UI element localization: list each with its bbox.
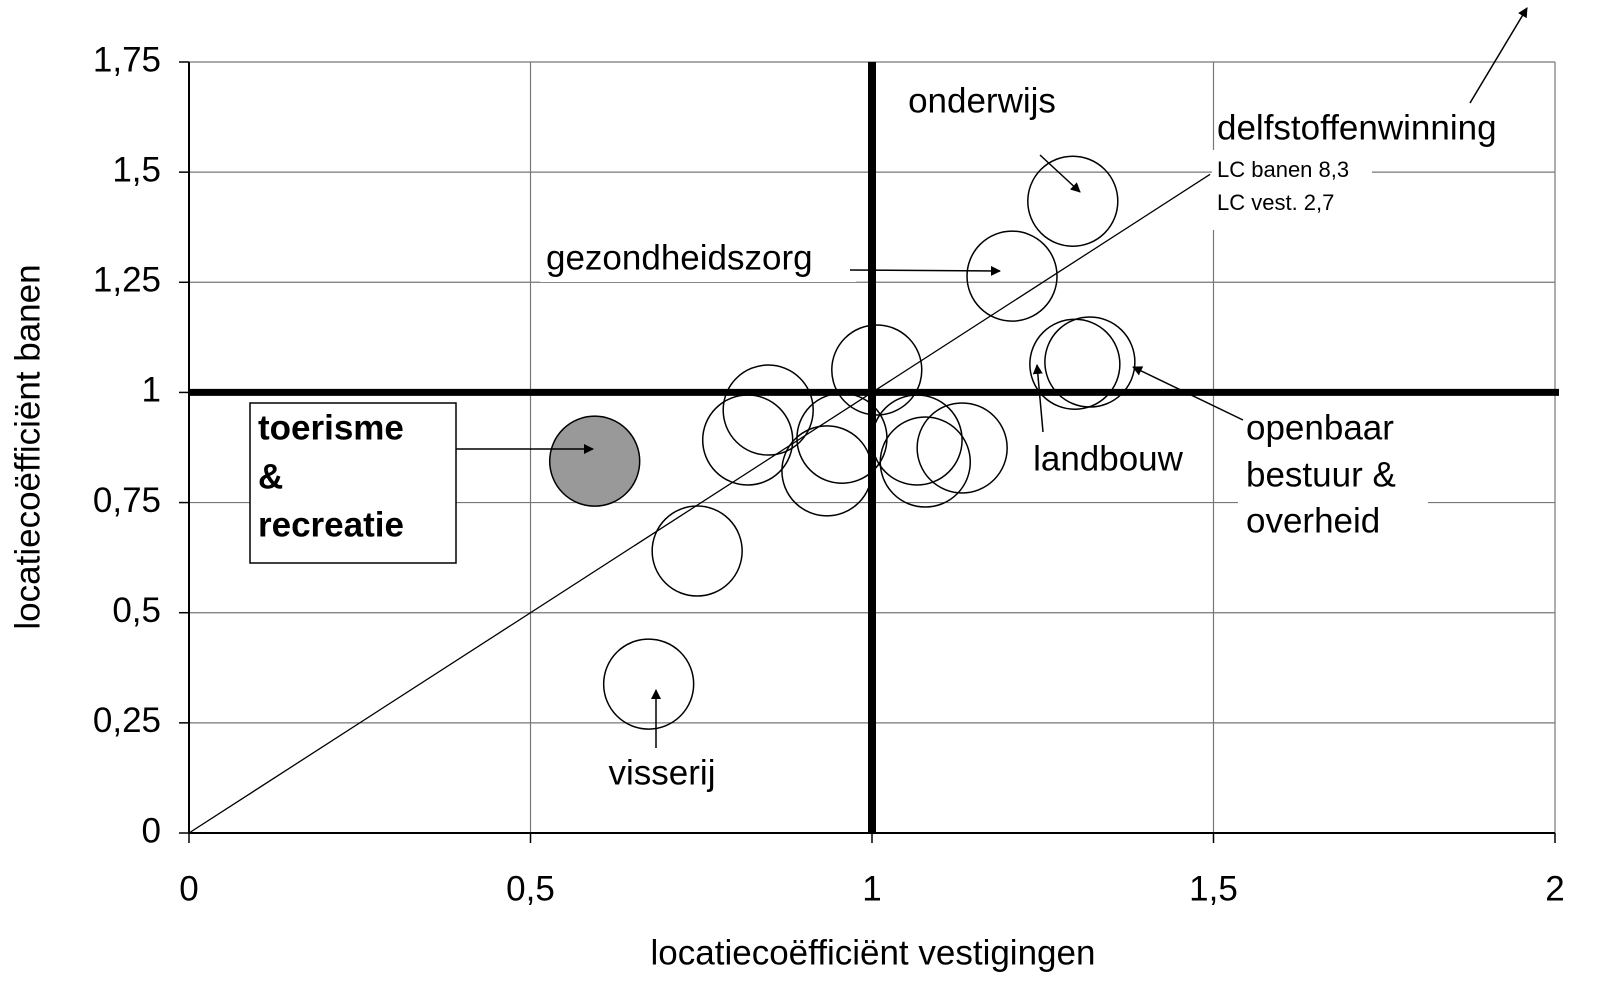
y-tick-label: 0,25: [93, 701, 161, 740]
annotation: toerisme: [258, 408, 404, 447]
x-tick-label: 0: [179, 869, 198, 908]
label-backdrop: [1238, 405, 1428, 545]
label-backdrop: [1212, 150, 1372, 230]
y-axis-title: locatiecoëfficiënt banen: [8, 264, 47, 629]
bubble: [916, 402, 1008, 494]
y-tick-label: 1,5: [112, 150, 161, 189]
y-tick-label: 0: [142, 811, 161, 850]
bubble: [871, 394, 963, 486]
annotation: delfstoffenwinning: [1217, 108, 1497, 147]
bubble: [651, 505, 743, 597]
bubble: [1044, 316, 1136, 408]
annotation: bestuur &: [1246, 455, 1396, 494]
y-tick-label: 0,75: [93, 481, 161, 520]
annotation: overheid: [1246, 501, 1380, 540]
annotation: openbaar: [1246, 408, 1394, 447]
arrow: [1132, 366, 1244, 421]
x-tick-label: 1,5: [1189, 869, 1238, 908]
points: [548, 155, 1136, 730]
y-tick-label: 1,75: [93, 40, 161, 79]
diagonal-line: [188, 173, 1211, 834]
x-axis-title: locatiecoëfficiënt vestigingen: [651, 933, 1096, 972]
bubble: [548, 415, 641, 507]
annotation: LC vest. 2,7: [1217, 190, 1334, 215]
bubble: [781, 425, 873, 517]
bubble: [879, 416, 972, 508]
arrow: [849, 265, 1001, 276]
annotation: onderwijs: [908, 81, 1056, 120]
label-backdrop: [540, 240, 856, 282]
label-box: [249, 402, 457, 564]
arrow: [1469, 7, 1528, 104]
annotation: gezondheidszorg: [546, 238, 813, 277]
annotation: LC banen 8,3: [1217, 157, 1349, 182]
annotation: landbouw: [1033, 439, 1184, 478]
x-tick-label: 2: [1545, 869, 1564, 908]
bubble: [701, 394, 794, 486]
x-tick-label: 1: [862, 869, 881, 908]
arrow: [1039, 154, 1081, 193]
bubble: [966, 230, 1058, 322]
annotations: onderwijs gezondheidszorg delfstoffenwinni…: [249, 7, 1528, 792]
annotation: recreatie: [258, 505, 404, 544]
y-tick-label: 1: [142, 371, 161, 410]
annotation: &: [258, 457, 283, 496]
x-tick-label: 0,5: [506, 869, 555, 908]
y-tick-label: 0,5: [112, 591, 161, 630]
y-tick-label: 1,25: [93, 261, 161, 300]
bubble: [602, 638, 695, 730]
arrow: [1032, 364, 1044, 433]
annotation: visserij: [609, 753, 716, 792]
bubble: [1027, 155, 1119, 247]
bubble: [722, 364, 814, 456]
bubble: [831, 324, 923, 416]
